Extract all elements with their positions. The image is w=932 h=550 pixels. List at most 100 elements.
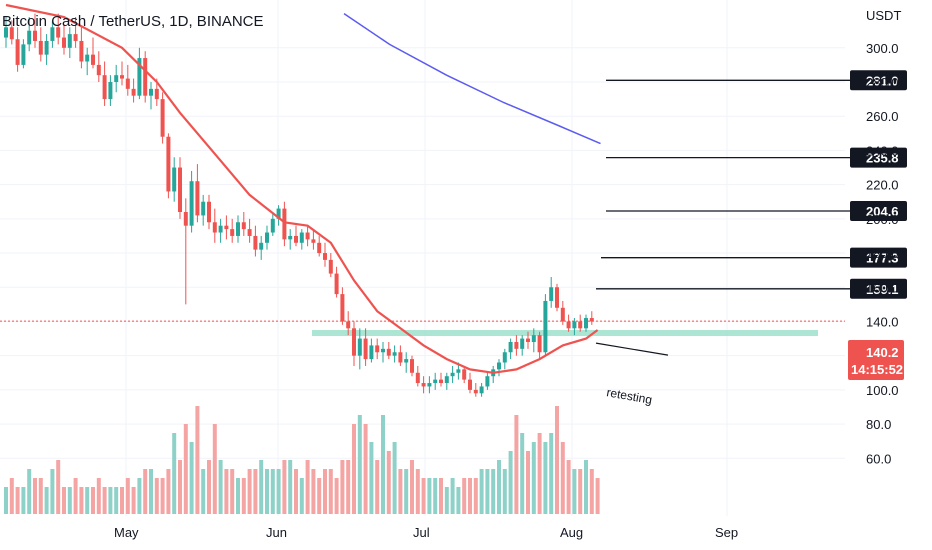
volume-bar (404, 469, 409, 514)
candle-body (485, 376, 490, 387)
candle-body (305, 232, 310, 240)
x-tick-May: May (114, 525, 139, 540)
volume-bar (468, 478, 472, 514)
candle-body (4, 27, 8, 38)
volume-bar (201, 469, 206, 514)
volume-bar (584, 460, 588, 514)
volume-bar (346, 460, 351, 514)
y-tick-200.0: 200.0 (866, 212, 899, 227)
support-zone (312, 330, 818, 337)
volume-bar (340, 460, 345, 514)
candle-body (328, 259, 333, 274)
volume-bar (102, 487, 107, 514)
candle-body (160, 99, 165, 137)
price-axis: USDT 300.0 280.0 260.0 240.0 220.0 200.0 180.0… (866, 8, 901, 466)
volume-bar (183, 424, 188, 514)
candle-body (508, 341, 513, 353)
candle-body (114, 75, 119, 83)
volume-bar (497, 460, 501, 514)
volume-bar (508, 451, 513, 514)
candle-body (50, 27, 55, 41)
volume-bar (526, 451, 530, 514)
volume-bar (253, 469, 258, 514)
y-tick-140.0: 140.0 (866, 314, 899, 329)
volume-bar (224, 469, 229, 514)
candle-body (56, 27, 61, 38)
volume-bar (421, 478, 426, 514)
y-tick-220.0: 220.0 (866, 178, 899, 193)
candle-body (369, 345, 374, 360)
candle-body (578, 321, 583, 329)
volume-bar (38, 478, 43, 514)
y-tick-240.0: 240.0 (866, 143, 899, 158)
volume-bar (485, 469, 490, 514)
volume-bar (9, 478, 14, 514)
candle-body (299, 232, 304, 243)
volume-bar (363, 424, 368, 514)
volume-bar (520, 433, 525, 514)
volume-bar (270, 469, 275, 514)
candle-body (294, 235, 298, 243)
candle-body (537, 335, 542, 353)
volume-bar (195, 406, 200, 514)
volume-bar (241, 478, 246, 514)
candle-body (85, 54, 90, 62)
volume-bar (537, 433, 542, 514)
resistance-levels: 281.0 235.8 204.6 177.3 159.1 (596, 70, 907, 299)
volume-bars (4, 406, 600, 514)
volume-bar (514, 415, 519, 514)
candle-body (526, 338, 530, 342)
volume-bar (236, 478, 240, 514)
level-label-281.0: 281.0 (866, 73, 899, 88)
candle-body (502, 352, 507, 363)
volume-bar (27, 469, 32, 514)
candle-body (241, 222, 246, 230)
y-tick-260.0: 260.0 (866, 109, 899, 124)
candle-body (415, 372, 420, 384)
candle-body (143, 58, 148, 96)
candle-body (456, 369, 461, 373)
candle-body (282, 208, 287, 240)
candle-body (102, 75, 107, 100)
candle-body (520, 338, 525, 349)
volume-bar (44, 487, 49, 514)
candle-body (15, 39, 20, 65)
candle-body (334, 273, 339, 295)
x-tick-Aug: Aug (560, 525, 583, 540)
candle-body (363, 338, 368, 360)
candle-body (137, 58, 142, 96)
candle-body (404, 359, 409, 363)
volume-bar (259, 460, 264, 514)
volume-bar (433, 478, 438, 514)
volume-bar (131, 487, 136, 514)
candle-body (276, 208, 281, 219)
candle-body (572, 321, 577, 329)
volume-bar (33, 478, 37, 514)
candle-body (398, 352, 403, 363)
candle-body (131, 88, 136, 96)
volume-bar (555, 406, 559, 514)
volume-bar (50, 469, 55, 514)
volume-bar (160, 478, 165, 514)
volume-bar (369, 442, 374, 514)
volume-bar (502, 469, 507, 514)
candle-body (433, 379, 438, 384)
candle-body (189, 181, 194, 226)
volume-bar (265, 469, 269, 514)
volume-bar (456, 487, 461, 514)
volume-bar (91, 487, 95, 514)
candle-body (555, 287, 559, 308)
candle-body (33, 30, 37, 41)
volume-bar (375, 460, 380, 514)
last-price-tag: 140.2 14:15:52 (848, 340, 904, 380)
candle-body (589, 318, 594, 322)
volume-bar (67, 487, 72, 514)
x-tick-Jul: Jul (413, 525, 430, 540)
candle-body (178, 167, 182, 212)
candle-body (462, 369, 467, 380)
candle-body (183, 212, 188, 226)
volume-bar (392, 442, 397, 514)
level-label-204.6: 204.6 (866, 204, 899, 219)
volume-bar (172, 433, 177, 514)
